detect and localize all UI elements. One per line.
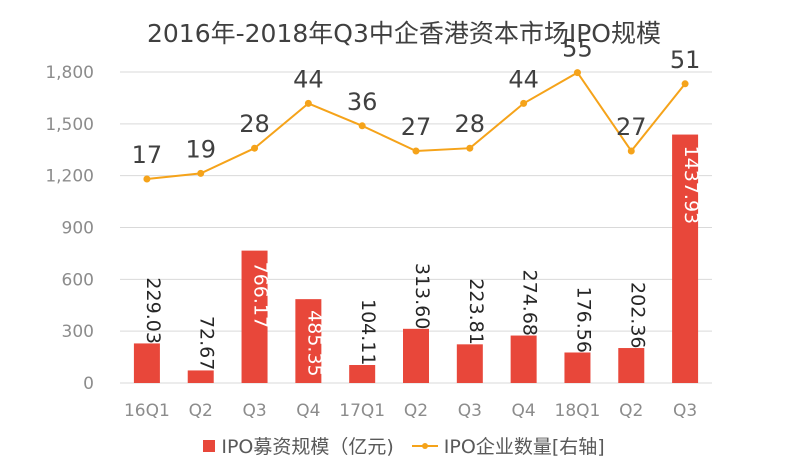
x-tick-label: 17Q1 <box>339 401 385 421</box>
bar-value-label: 1437.93 <box>680 146 702 225</box>
line-value-label: 51 <box>670 46 701 74</box>
y-tick-label: 1,800 <box>45 63 94 83</box>
bar <box>510 335 537 383</box>
y-tick-label: 600 <box>62 270 94 290</box>
legend-item-bar: IPO募资规模（亿元) <box>203 432 394 459</box>
line-point <box>358 122 366 130</box>
x-tick-label: 16Q1 <box>124 401 170 421</box>
legend-item-line: IPO企业数量[右轴] <box>411 432 605 459</box>
bar-value-label: 766.17 <box>250 262 272 328</box>
bar-value-label: 104.11 <box>357 299 379 365</box>
legend-bar-label: IPO募资规模（亿元) <box>221 436 394 458</box>
x-tick-label: Q4 <box>296 401 320 421</box>
x-tick-label: Q4 <box>512 401 536 421</box>
legend-bar-swatch <box>203 439 216 452</box>
bar-value-label: 274.68 <box>519 270 541 336</box>
legend-line-swatch <box>411 440 438 452</box>
x-tick-label: Q2 <box>404 401 428 421</box>
bar <box>672 134 699 383</box>
x-tick-label: 18Q1 <box>555 401 601 421</box>
bar-value-label: 229.03 <box>142 277 164 343</box>
line-point <box>573 69 581 77</box>
bar-value-label: 485.35 <box>303 310 325 376</box>
bar <box>133 343 160 383</box>
y-tick-label: 900 <box>62 219 94 239</box>
line-value-label: 17 <box>132 141 163 169</box>
legend: IPO募资规模（亿元) IPO企业数量[右轴] <box>0 432 808 459</box>
x-tick-label: Q3 <box>458 401 482 421</box>
bar <box>618 348 645 383</box>
bar-value-label: 223.81 <box>465 278 487 344</box>
bar <box>295 299 322 383</box>
x-tick-label: Q2 <box>619 401 643 421</box>
line-value-label: 55 <box>562 35 593 63</box>
line-value-label: 27 <box>616 113 647 141</box>
line-value-label: 19 <box>185 135 216 163</box>
x-tick-label: Q3 <box>673 401 697 421</box>
bar <box>241 250 268 383</box>
bar-value-label: 176.56 <box>572 286 594 352</box>
line-point <box>466 144 474 152</box>
line-point <box>197 169 205 177</box>
x-tick-label: Q3 <box>242 401 266 421</box>
bar <box>564 352 591 383</box>
y-tick-label: 300 <box>62 322 94 342</box>
line-value-label: 27 <box>401 113 432 141</box>
bar-value-label: 72.67 <box>196 316 218 370</box>
line-value-label: 44 <box>508 65 539 93</box>
line-point <box>412 147 420 155</box>
bar <box>403 328 429 383</box>
bar-value-label: 313.60 <box>411 263 433 329</box>
line-point <box>520 99 528 107</box>
line-point <box>143 175 151 183</box>
line-value-label: 36 <box>347 88 378 116</box>
line-value-label: 28 <box>239 110 270 138</box>
line-value-label: 44 <box>293 65 324 93</box>
legend-line-label: IPO企业数量[右轴] <box>443 436 605 458</box>
y-tick-label: 0 <box>83 374 94 394</box>
line-point <box>251 144 259 152</box>
x-tick-label: Q2 <box>189 401 213 421</box>
bar <box>187 370 214 383</box>
y-tick-label: 1,500 <box>45 115 94 135</box>
line-value-label: 28 <box>455 110 486 138</box>
bar <box>349 365 376 383</box>
bar <box>456 344 483 383</box>
line-point <box>681 80 689 88</box>
line-point <box>304 99 312 107</box>
chart-title: 2016年-2018年Q3中企香港资本市场IPO规模 <box>147 19 661 48</box>
line-point <box>627 147 635 155</box>
bar-value-label: 202.36 <box>626 282 648 348</box>
y-tick-label: 1,200 <box>45 167 94 187</box>
